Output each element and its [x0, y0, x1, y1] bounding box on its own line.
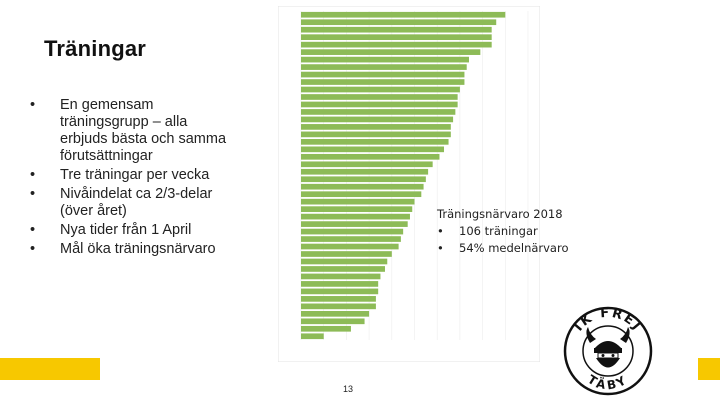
chart-bar [301, 176, 426, 183]
attendance-summary: Träningsnärvaro 2018 106 träningar 54% m… [437, 206, 577, 257]
chart-bar [301, 213, 410, 220]
chart-bar [301, 71, 465, 78]
chart-bar [301, 19, 497, 26]
bullet-item: Nivåindelat ca 2/3-delar (över året) [26, 186, 236, 220]
chart-bar [301, 251, 392, 257]
chart-bar [301, 161, 433, 168]
chart-bar [301, 325, 351, 332]
chart-bar [301, 310, 370, 317]
chart-bar [301, 333, 324, 340]
bullet-item: En gemensam träningsgrupp – alla erbjuds… [26, 97, 236, 165]
chart-bar [301, 131, 451, 138]
bullet-list: En gemensam träningsgrupp – alla erbjuds… [26, 97, 236, 260]
attendance-summary-item: 106 träningar [437, 223, 577, 240]
chart-bar [301, 41, 492, 48]
chart-bar [301, 191, 422, 198]
chart-bar [301, 86, 460, 93]
chart-bar [301, 11, 506, 18]
chart-bar [301, 168, 429, 175]
chart-bar [301, 288, 379, 295]
chart-bar [301, 153, 440, 160]
chart-bar [301, 236, 401, 242]
page-number: 13 [343, 384, 354, 394]
attendance-summary-title: Träningsnärvaro 2018 [437, 207, 563, 221]
chart-bar [301, 56, 469, 63]
chart-bar [301, 124, 451, 130]
chart-bar [301, 258, 388, 265]
chart-bar [301, 94, 458, 100]
footer-accent-bar-left [0, 358, 100, 380]
logo-text-bottom: TÄBY [585, 372, 631, 392]
chart-bar [301, 79, 465, 85]
attendance-summary-item: 54% medelnärvaro [437, 240, 577, 257]
chart-bar [301, 146, 445, 153]
chart-bar [301, 206, 413, 212]
bullet-item: Nya tider från 1 April [26, 222, 236, 239]
chart-bar [301, 318, 365, 325]
chart-bar [301, 49, 481, 55]
footer-accent-bar-right [698, 358, 720, 380]
chart-bar [301, 198, 415, 205]
chart-bar [301, 139, 449, 145]
chart-bar [301, 221, 408, 227]
chart-bar [301, 266, 385, 272]
bullet-item: Tre träningar per vecka [26, 167, 236, 184]
chart-bar [301, 116, 454, 123]
chart-bar [301, 281, 379, 287]
viking-helmet-icon [586, 327, 630, 368]
ik-frej-logo: IK FREJ TÄBY [563, 306, 653, 396]
chart-bar [301, 296, 376, 302]
chart-bar [301, 273, 381, 280]
chart-bar [301, 303, 376, 310]
chart-bar [301, 183, 424, 190]
chart-bars [301, 11, 506, 340]
chart-bar [301, 34, 492, 41]
chart-bar [301, 101, 458, 108]
chart-bar [301, 228, 404, 235]
slide-title: Träningar [44, 36, 147, 61]
chart-bar [301, 64, 467, 70]
bullet-item: Mål öka träningsnärvaro [26, 241, 236, 258]
attendance-bar-chart [278, 6, 540, 362]
chart-bar [301, 243, 399, 250]
chart-bar [301, 109, 456, 115]
chart-bar [301, 26, 492, 33]
